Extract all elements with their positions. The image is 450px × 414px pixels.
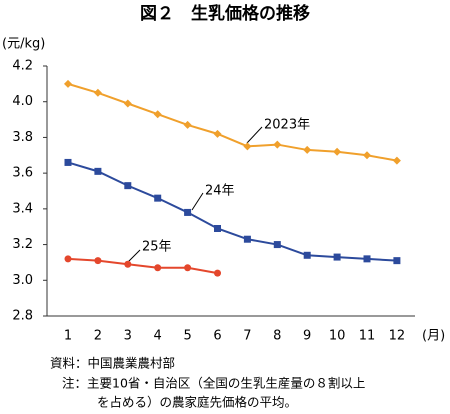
point — [124, 182, 132, 190]
x-tick-label: 12 — [389, 329, 406, 344]
point — [243, 235, 251, 243]
point — [153, 110, 162, 119]
leader-line — [246, 126, 263, 144]
point — [94, 167, 102, 175]
y-tick-label: 3.2 — [12, 237, 33, 252]
point — [303, 145, 312, 154]
point — [93, 88, 102, 97]
y-tick-label: 4.2 — [12, 59, 33, 74]
note: を占める）の農家庭先価格の平均。 — [97, 395, 297, 410]
note: 注：主要10省・自治区（全国の生乳生産量の８割以上 — [62, 376, 365, 391]
y-tick-label: 3.0 — [12, 273, 33, 288]
point — [303, 251, 311, 259]
point — [273, 241, 281, 249]
series-line — [67, 161, 397, 262]
y-tick-label: 3.4 — [12, 201, 33, 216]
point — [393, 257, 401, 265]
y-axis-label: (元/kg) — [2, 37, 45, 52]
series-line — [67, 82, 398, 162]
x-tick-label: 9 — [303, 329, 311, 344]
point — [94, 257, 102, 265]
point — [183, 120, 192, 129]
leader-line — [191, 192, 204, 211]
point — [333, 147, 342, 156]
leader-line — [127, 249, 141, 263]
series-label: 2023年 — [264, 118, 310, 133]
point — [64, 158, 72, 166]
point — [333, 253, 341, 261]
x-tick-label: 1 — [64, 329, 72, 344]
x-tick-label: 8 — [273, 329, 281, 344]
point — [154, 194, 162, 202]
x-axis-label: (月) — [422, 329, 445, 344]
y-tick-label: 3.6 — [12, 166, 33, 181]
point — [123, 99, 132, 108]
point — [184, 264, 192, 272]
point — [363, 151, 371, 160]
x-tick-label: 6 — [213, 329, 221, 344]
x-tick-label: 4 — [154, 329, 162, 344]
y-tick-label: 3.8 — [12, 130, 33, 145]
point — [124, 260, 132, 268]
note: 資料：中国農業農村部 — [50, 356, 175, 371]
chart-title: 図２ 生乳価格の推移 — [140, 3, 310, 24]
x-tick-label: 2 — [94, 329, 102, 344]
point — [243, 142, 252, 151]
point — [214, 225, 221, 232]
point — [273, 140, 282, 149]
series-label: 25年 — [142, 240, 172, 255]
point — [184, 208, 192, 216]
series-label: 24年 — [205, 184, 235, 199]
point — [392, 156, 401, 165]
y-tick-label: 2.8 — [12, 309, 33, 324]
series-line — [67, 257, 218, 275]
x-tick-label: 10 — [329, 329, 346, 344]
point — [64, 79, 72, 88]
point — [213, 129, 222, 138]
point — [363, 255, 371, 263]
x-tick-label: 3 — [124, 329, 132, 344]
x-tick-label: 5 — [183, 329, 191, 344]
point — [154, 264, 162, 272]
y-tick-label: 4.0 — [12, 94, 33, 109]
point — [64, 255, 72, 263]
x-tick-label: 7 — [243, 329, 251, 344]
point — [214, 269, 221, 277]
x-tick-label: 11 — [359, 329, 376, 344]
